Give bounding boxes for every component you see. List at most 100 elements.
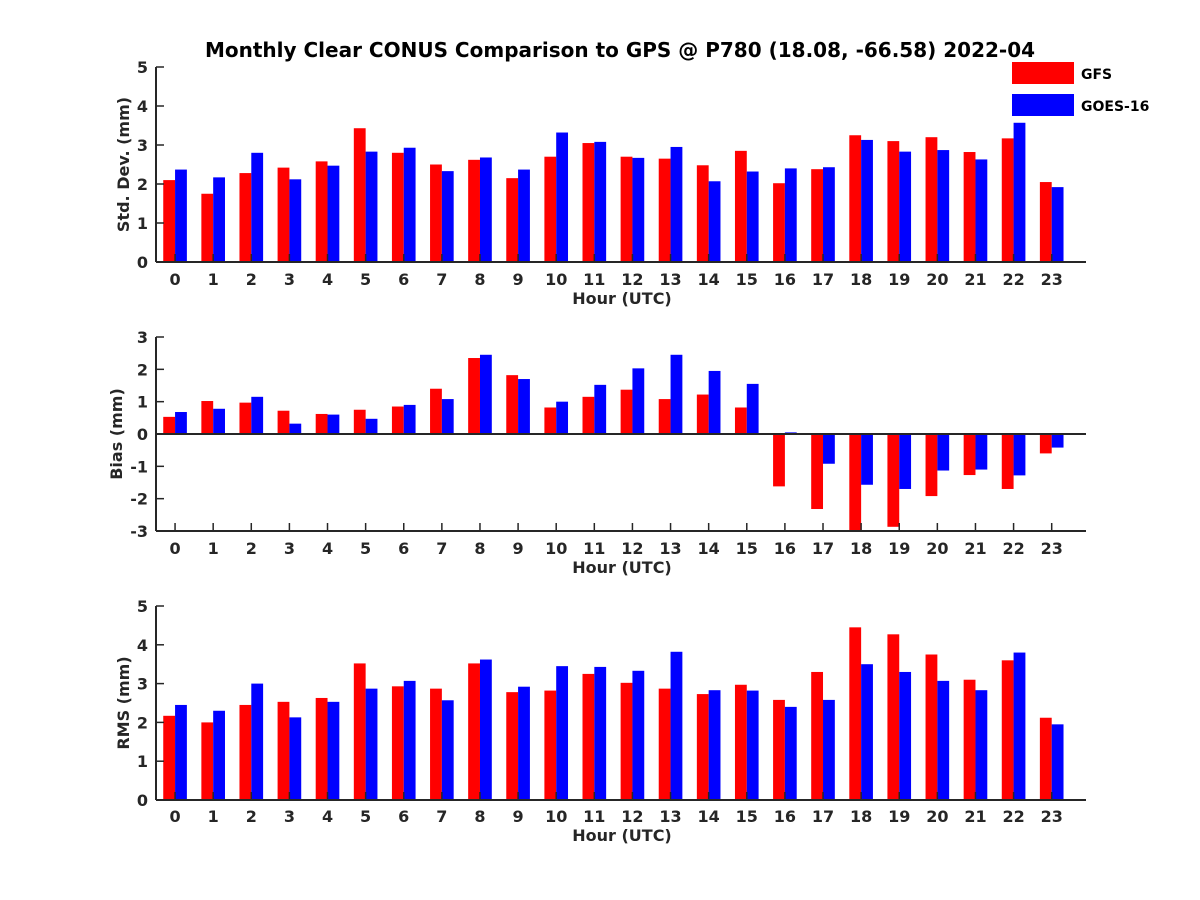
bar-goes-16-bias-hour-6 bbox=[403, 404, 416, 434]
stddev-x-tick-label: 23 bbox=[1041, 270, 1063, 289]
bar-goes-16-rms-hour-18 bbox=[861, 664, 873, 800]
stddev-x-tick-label: 21 bbox=[964, 270, 986, 289]
bar-goes-16-rms-hour-19 bbox=[899, 671, 912, 800]
bar-goes-16-rms-hour-8 bbox=[479, 659, 492, 800]
stddev-x-tick-label: 5 bbox=[360, 270, 371, 289]
bar-goes-16-rms-hour-6 bbox=[403, 680, 416, 800]
bias-x-tick-label: 4 bbox=[322, 539, 333, 558]
bar-goes-16-stddev-hour-16 bbox=[784, 168, 797, 262]
bar-goes-16-rms-hour-17 bbox=[823, 699, 835, 800]
bar-gfs-rms-hour-19 bbox=[887, 634, 900, 800]
bar-gfs-bias-hour-12 bbox=[620, 389, 633, 434]
bias-x-tick-label: 6 bbox=[398, 539, 409, 558]
stddev-x-tick-label: 13 bbox=[659, 270, 681, 289]
bar-gfs-rms-hour-13 bbox=[658, 688, 671, 800]
bar-gfs-stddev-hour-13 bbox=[658, 158, 671, 262]
bias-x-tick-label: 3 bbox=[284, 539, 295, 558]
bar-goes-16-stddev-hour-18 bbox=[861, 139, 873, 262]
bar-goes-16-rms-hour-9 bbox=[518, 686, 530, 800]
bar-goes-16-bias-hour-20 bbox=[937, 434, 950, 471]
bias-y-tick-label: 1 bbox=[137, 393, 148, 412]
bar-gfs-bias-hour-11 bbox=[582, 396, 595, 434]
stddev-x-tick-label: 19 bbox=[888, 270, 910, 289]
bias-y-tick-label: 3 bbox=[137, 328, 148, 347]
bar-gfs-stddev-hour-6 bbox=[391, 152, 404, 262]
bar-gfs-rms-hour-11 bbox=[582, 673, 595, 800]
bar-gfs-stddev-hour-20 bbox=[925, 137, 938, 262]
bar-goes-16-bias-hour-18 bbox=[861, 434, 873, 485]
bar-goes-16-bias-hour-1 bbox=[213, 408, 225, 434]
bias-x-tick-label: 20 bbox=[926, 539, 948, 558]
bar-gfs-stddev-hour-15 bbox=[734, 150, 747, 262]
bar-gfs-stddev-hour-19 bbox=[887, 141, 900, 262]
bar-gfs-rms-hour-17 bbox=[811, 671, 824, 800]
bar-gfs-rms-hour-15 bbox=[734, 684, 747, 800]
bar-goes-16-rms-hour-7 bbox=[441, 700, 454, 800]
bar-gfs-stddev-hour-8 bbox=[468, 159, 480, 262]
stddev-x-axis-label: Hour (UTC) bbox=[572, 289, 672, 308]
stddev-x-tick-label: 22 bbox=[1002, 270, 1024, 289]
rms-x-tick-label: 16 bbox=[774, 807, 796, 826]
bar-gfs-bias-hour-7 bbox=[430, 388, 442, 434]
bar-goes-16-stddev-hour-6 bbox=[403, 147, 416, 262]
bar-goes-16-bias-hour-0 bbox=[175, 412, 187, 434]
bar-goes-16-bias-hour-4 bbox=[327, 414, 340, 434]
bar-gfs-rms-hour-5 bbox=[353, 663, 366, 800]
bar-goes-16-bias-hour-3 bbox=[289, 423, 302, 434]
bar-goes-16-stddev-hour-17 bbox=[823, 167, 835, 262]
bar-goes-16-rms-hour-16 bbox=[784, 706, 797, 800]
rms-x-tick-label: 7 bbox=[436, 807, 447, 826]
rms-x-tick-label: 1 bbox=[208, 807, 219, 826]
bar-goes-16-stddev-hour-15 bbox=[746, 171, 759, 262]
legend-swatch-goes16 bbox=[1012, 94, 1074, 116]
rms-y-tick-label: 3 bbox=[137, 675, 148, 694]
bar-goes-16-stddev-hour-22 bbox=[1013, 122, 1026, 263]
bar-goes-16-stddev-hour-13 bbox=[670, 146, 683, 262]
stddev-x-tick-label: 1 bbox=[208, 270, 219, 289]
bar-goes-16-stddev-hour-10 bbox=[556, 132, 569, 262]
stddev-y-tick-label: 2 bbox=[137, 175, 148, 194]
bias-x-tick-label: 17 bbox=[812, 539, 834, 558]
stddev-x-tick-label: 3 bbox=[284, 270, 295, 289]
bar-goes-16-bias-hour-17 bbox=[823, 434, 835, 464]
bar-goes-16-rms-hour-5 bbox=[365, 688, 378, 800]
bar-goes-16-bias-hour-19 bbox=[899, 434, 912, 489]
chart-title: Monthly Clear CONUS Comparison to GPS @ … bbox=[205, 38, 1035, 62]
bias-x-tick-label: 15 bbox=[736, 539, 758, 558]
bar-goes-16-bias-hour-5 bbox=[365, 418, 378, 434]
bar-goes-16-rms-hour-4 bbox=[327, 701, 340, 800]
bar-goes-16-rms-hour-11 bbox=[594, 666, 607, 800]
bar-goes-16-stddev-hour-19 bbox=[899, 151, 912, 262]
bias-y-tick-label: -2 bbox=[130, 490, 148, 509]
stddev-y-tick-label: 1 bbox=[137, 214, 148, 233]
rms-x-tick-label: 11 bbox=[583, 807, 605, 826]
bar-goes-16-bias-hour-2 bbox=[251, 396, 264, 434]
bar-gfs-bias-hour-18 bbox=[849, 434, 862, 531]
bar-goes-16-rms-hour-23 bbox=[1051, 724, 1064, 800]
rms-x-tick-label: 9 bbox=[513, 807, 524, 826]
bar-gfs-bias-hour-15 bbox=[734, 407, 747, 434]
bar-gfs-rms-hour-23 bbox=[1039, 717, 1052, 800]
bar-gfs-stddev-hour-14 bbox=[696, 165, 709, 262]
bar-goes-16-stddev-hour-7 bbox=[441, 171, 454, 262]
stddev-x-tick-label: 8 bbox=[474, 270, 485, 289]
stddev-x-tick-label: 17 bbox=[812, 270, 834, 289]
stddev-x-tick-label: 0 bbox=[169, 270, 180, 289]
bar-goes-16-stddev-hour-2 bbox=[251, 152, 264, 262]
bar-gfs-stddev-hour-7 bbox=[430, 164, 442, 262]
rms-y-tick-label: 1 bbox=[137, 752, 148, 771]
stddev-y-axis-label: Std. Dev. (mm) bbox=[114, 97, 133, 232]
bar-gfs-rms-hour-10 bbox=[544, 690, 557, 800]
rms-x-axis-label: Hour (UTC) bbox=[572, 826, 672, 845]
rms-x-tick-label: 18 bbox=[850, 807, 872, 826]
bias-x-tick-label: 0 bbox=[169, 539, 180, 558]
bar-gfs-stddev-hour-9 bbox=[506, 178, 519, 262]
stddev-y-tick-label: 4 bbox=[137, 97, 148, 116]
bar-goes-16-rms-hour-14 bbox=[708, 690, 721, 800]
stddev-x-tick-label: 2 bbox=[246, 270, 257, 289]
bar-gfs-stddev-hour-5 bbox=[353, 128, 366, 262]
bias-x-tick-label: 5 bbox=[360, 539, 371, 558]
